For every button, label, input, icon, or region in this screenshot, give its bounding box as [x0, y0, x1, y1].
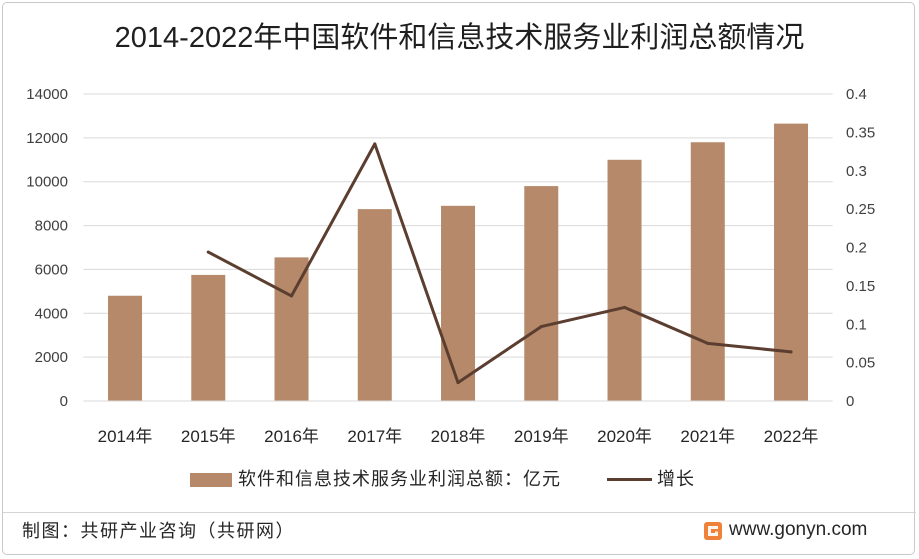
growth-point-2021: [706, 341, 710, 345]
y-left-tick-label: 12000: [26, 130, 68, 147]
x-axis-labels: 2014年 2015年 2016年 2017年 2018年 2019年 2020年 2021年…: [98, 427, 819, 446]
y-left-tick-label: 14000: [26, 86, 68, 103]
y-right-tick-label: 0.25: [846, 201, 875, 218]
y-right-tick-label: 0.1: [846, 316, 867, 333]
gonyn-logo-icon: [704, 522, 722, 540]
growth-point-2022: [789, 350, 793, 354]
profit-bars: [108, 123, 809, 401]
bar-2018: [441, 205, 476, 401]
logo-background: [704, 522, 722, 540]
x-tick-label: 2015年: [181, 427, 236, 446]
legend-swatch-growth-line: [607, 478, 652, 481]
legend-label-growth: 增长: [657, 469, 695, 489]
bar-2015: [191, 274, 226, 401]
y-axis-left: 0 2000 4000 6000 8000 10000 12000 14000: [26, 86, 68, 410]
y-left-tick-label: 2000: [35, 349, 68, 366]
growth-point-2020: [623, 305, 627, 309]
growth-series: [206, 142, 793, 385]
growth-line: [206, 142, 793, 385]
legend-swatch-profit-bar: [190, 473, 232, 487]
logo-mark: [708, 526, 718, 536]
y-right-tick-label: 0.4: [846, 86, 867, 103]
bar-2017: [357, 209, 392, 401]
y-right-tick-label: 0.3: [846, 163, 867, 180]
y-right-tick-label: 0.05: [846, 355, 875, 372]
legend-label-profit: 软件和信息技术服务业利润总额：亿元: [238, 469, 561, 489]
x-tick-label: 2016年: [264, 427, 319, 446]
x-tick-label: 2020年: [597, 427, 652, 446]
growth-point-2019: [539, 325, 543, 329]
bar-2014: [108, 295, 143, 401]
growth-point-2017: [373, 142, 377, 146]
growth-point-2018: [456, 381, 460, 385]
x-tick-label: 2022年: [764, 427, 819, 446]
y-right-tick-label: 0.15: [846, 278, 875, 295]
x-tick-label: 2018年: [431, 427, 486, 446]
website-url: www.gonyn.com: [729, 519, 868, 540]
x-tick-label: 2019年: [514, 427, 569, 446]
source-credit: 制图：共研产业咨询（共研网）: [22, 521, 295, 541]
y-right-tick-label: 0: [846, 393, 854, 410]
bar-2022: [774, 123, 809, 401]
bar-2021: [690, 142, 725, 401]
x-tick-label: 2017年: [347, 427, 402, 446]
x-tick-label: 2021年: [680, 427, 735, 446]
y-left-tick-label: 8000: [35, 218, 68, 235]
bar-2019: [524, 186, 559, 401]
chart-title: 2014-2022年中国软件和信息技术服务业利润总额情况: [114, 22, 805, 54]
y-left-tick-label: 4000: [35, 305, 68, 322]
x-tick-label: 2014年: [98, 427, 153, 446]
bar-2020: [607, 159, 642, 401]
y-right-tick-label: 0.35: [846, 124, 875, 141]
bar-2016: [274, 257, 309, 401]
y-right-tick-label: 0.2: [846, 240, 867, 257]
footer-divider: [3, 512, 916, 513]
y-axis-right: 0 0.05 0.1 0.15 0.2 0.25 0.3 0.35 0.4: [846, 86, 875, 410]
y-left-tick-label: 0: [60, 393, 68, 410]
growth-point-2015: [206, 250, 210, 254]
y-left-tick-label: 6000: [35, 261, 68, 278]
growth-point-2016: [290, 294, 294, 298]
y-left-tick-label: 10000: [26, 174, 68, 191]
